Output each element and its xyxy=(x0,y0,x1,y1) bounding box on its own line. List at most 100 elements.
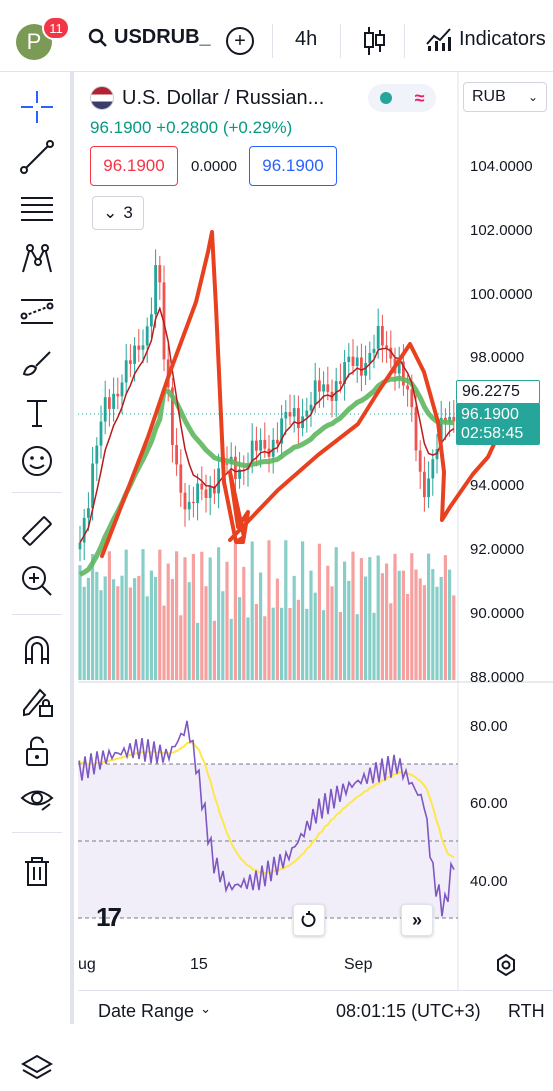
volume-bar xyxy=(86,577,90,680)
candle-body xyxy=(423,471,426,498)
divider xyxy=(404,24,405,58)
chart-settings-button[interactable] xyxy=(495,953,517,981)
volume-bar xyxy=(91,554,95,680)
volume-bar xyxy=(334,547,338,680)
currency-label: RUB xyxy=(472,88,506,105)
buy-button[interactable]: 96.1900 xyxy=(249,146,337,186)
candle-body xyxy=(376,325,380,349)
magnet-tool[interactable] xyxy=(18,632,56,670)
pattern-tool[interactable] xyxy=(18,240,56,278)
current-price-value: 96.1900 xyxy=(461,406,519,423)
remove-drawings-tool[interactable] xyxy=(18,852,56,890)
emoji-tool[interactable] xyxy=(18,442,56,480)
pattern-icon xyxy=(22,244,52,273)
volume-bar xyxy=(393,553,397,680)
volume-bar xyxy=(238,597,242,680)
lock-drawing-tool[interactable] xyxy=(18,682,56,720)
crosshair-tool[interactable] xyxy=(18,88,56,126)
time-axis-label: Sep xyxy=(344,956,373,973)
volume-bar xyxy=(183,557,187,680)
brush-tool[interactable] xyxy=(18,344,56,382)
candle-body xyxy=(355,357,359,367)
time-axis-label: 15 xyxy=(190,956,208,973)
indicators-collapse-button[interactable]: ⌄ 3 xyxy=(92,196,144,230)
candle-body xyxy=(297,408,300,429)
candle-body xyxy=(326,384,330,392)
volume-bar xyxy=(166,563,170,680)
zoom-in-icon xyxy=(22,566,52,596)
chart-type-button[interactable] xyxy=(362,24,386,63)
date-range-button[interactable]: Date Range ⌄ xyxy=(98,1001,211,1022)
candle-body xyxy=(397,361,401,374)
session-button[interactable]: RTH xyxy=(508,1001,545,1021)
volume-bar xyxy=(246,617,250,680)
candle-body xyxy=(120,382,124,397)
currency-select[interactable]: RUB ⌄ xyxy=(463,82,547,112)
candle-body xyxy=(112,393,115,409)
projection-tool[interactable] xyxy=(18,292,56,330)
indicators-button[interactable]: Indicators xyxy=(425,26,546,52)
candle-body xyxy=(179,464,183,493)
reset-chart-button[interactable] xyxy=(293,904,325,936)
timezone-clock[interactable]: 08:01:15 (UTC+3) xyxy=(336,1001,481,1021)
candle-body xyxy=(187,501,191,510)
unlock-tool[interactable] xyxy=(18,732,56,770)
indicators-label: Indicators xyxy=(459,27,546,50)
volume-bar xyxy=(187,582,191,680)
candle-body xyxy=(238,469,241,479)
bar-countdown: 02:58:45 xyxy=(461,425,524,442)
price-axis-label: 90.0000 xyxy=(470,605,525,622)
candle-body xyxy=(196,483,199,504)
add-symbol-button[interactable]: + xyxy=(226,27,254,55)
rsi-axis-label: 60.00 xyxy=(470,795,508,812)
volume-bar xyxy=(422,585,426,680)
text-tool[interactable] xyxy=(18,394,56,432)
volume-bar xyxy=(95,571,99,680)
candle-body xyxy=(255,440,258,451)
market-status-icon xyxy=(379,92,392,104)
price-axis-label: 94.0000 xyxy=(470,477,525,494)
volume-bar xyxy=(301,541,305,680)
object-tree-button[interactable] xyxy=(20,1052,54,1091)
fib-tool[interactable] xyxy=(18,190,56,228)
plus-icon: + xyxy=(234,30,246,52)
candle-body xyxy=(305,410,309,417)
candle-body xyxy=(175,445,178,465)
symbol-legend[interactable]: U.S. Dollar / Russian... xyxy=(90,86,324,110)
drawn-annotation-line xyxy=(100,230,250,558)
legend-status-pill[interactable]: ≈ xyxy=(368,84,436,112)
volume-bar xyxy=(242,566,246,680)
volume-bar xyxy=(406,593,410,680)
volume-bar xyxy=(280,607,284,680)
zoom-in-tool[interactable] xyxy=(18,562,56,600)
volume-bar xyxy=(351,551,355,680)
candle-body xyxy=(372,348,376,353)
volume-bar xyxy=(112,579,116,680)
candle-body xyxy=(402,361,405,386)
trend-line-tool[interactable] xyxy=(18,138,56,176)
volume-bar xyxy=(439,576,443,680)
volume-bar xyxy=(124,549,128,680)
volume-bar xyxy=(275,578,279,680)
volume-bar xyxy=(120,575,124,680)
price-axis-label: 92.0000 xyxy=(470,541,525,558)
timeframe-button[interactable]: 4h xyxy=(295,28,318,50)
scroll-to-realtime-button[interactable]: » xyxy=(401,904,433,936)
candle-body xyxy=(427,478,430,498)
candle-body xyxy=(318,380,321,392)
candle-body xyxy=(334,381,338,401)
ruler-tool[interactable] xyxy=(18,512,56,550)
chevron-down-icon: ⌄ xyxy=(103,203,118,222)
candle-body xyxy=(339,381,342,385)
sell-button[interactable]: 96.1900 xyxy=(90,146,178,186)
symbol-search-button[interactable]: USDRUB_ xyxy=(88,26,211,49)
candle-body xyxy=(364,363,367,376)
volume-bar xyxy=(364,576,368,680)
drawn-annotation-line xyxy=(228,342,512,542)
magnet-icon xyxy=(25,636,49,664)
volume-bar xyxy=(217,547,221,680)
volume-bar xyxy=(154,576,158,680)
candle-body xyxy=(213,486,216,494)
price-chart[interactable] xyxy=(78,72,553,990)
hide-drawings-tool[interactable] xyxy=(18,780,56,818)
